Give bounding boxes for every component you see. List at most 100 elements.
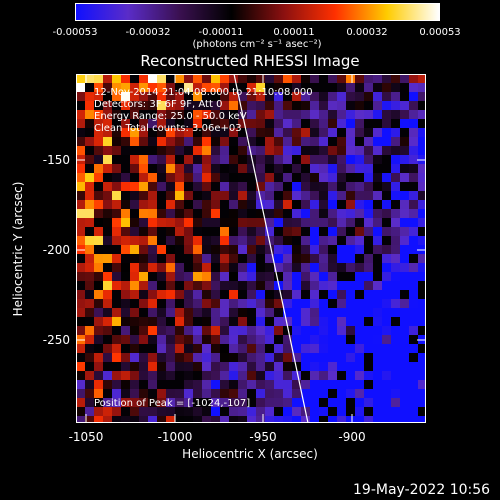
image-pixel bbox=[202, 272, 211, 281]
image-pixel bbox=[184, 299, 193, 308]
image-pixel bbox=[139, 335, 148, 344]
image-pixel bbox=[229, 209, 238, 218]
image-pixel bbox=[229, 407, 238, 416]
image-pixel bbox=[202, 164, 211, 173]
image-pixel bbox=[76, 263, 85, 272]
image-pixel bbox=[184, 74, 193, 83]
image-pixel bbox=[391, 191, 400, 200]
image-pixel bbox=[274, 182, 283, 191]
image-pixel bbox=[94, 245, 103, 254]
image-pixel bbox=[310, 137, 319, 146]
image-pixel bbox=[76, 290, 85, 299]
image-pixel bbox=[409, 407, 418, 416]
image-pixel bbox=[355, 416, 364, 423]
image-pixel bbox=[409, 191, 418, 200]
image-pixel bbox=[265, 155, 274, 164]
image-pixel bbox=[400, 218, 409, 227]
image-pixel bbox=[319, 299, 328, 308]
image-pixel bbox=[157, 299, 166, 308]
image-pixel bbox=[328, 218, 337, 227]
image-pixel bbox=[391, 335, 400, 344]
image-pixel bbox=[256, 344, 265, 353]
image-pixel bbox=[391, 371, 400, 380]
image-pixel bbox=[184, 326, 193, 335]
image-pixel bbox=[364, 263, 373, 272]
image-pixel bbox=[238, 83, 247, 92]
image-pixel bbox=[373, 371, 382, 380]
image-pixel bbox=[292, 191, 301, 200]
image-pixel bbox=[184, 209, 193, 218]
image-pixel bbox=[184, 245, 193, 254]
image-pixel bbox=[400, 164, 409, 173]
image-pixel bbox=[157, 227, 166, 236]
image-pixel bbox=[418, 146, 426, 155]
image-pixel bbox=[238, 371, 247, 380]
image-pixel bbox=[256, 317, 265, 326]
image-pixel bbox=[229, 218, 238, 227]
image-pixel bbox=[265, 371, 274, 380]
image-pixel bbox=[292, 74, 301, 83]
colorbar-tick-label: -0.00053 bbox=[52, 27, 98, 38]
image-pixel bbox=[364, 146, 373, 155]
image-pixel bbox=[121, 173, 130, 182]
image-pixel bbox=[220, 362, 229, 371]
image-pixel bbox=[400, 335, 409, 344]
image-pixel bbox=[247, 272, 256, 281]
image-pixel bbox=[175, 119, 184, 128]
image-pixel bbox=[328, 119, 337, 128]
image-pixel bbox=[346, 83, 355, 92]
image-pixel bbox=[76, 308, 85, 317]
image-pixel bbox=[94, 164, 103, 173]
image-pixel bbox=[346, 335, 355, 344]
image-pixel bbox=[319, 245, 328, 254]
image-pixel bbox=[382, 218, 391, 227]
image-pixel bbox=[220, 182, 229, 191]
image-pixel bbox=[301, 362, 310, 371]
image-pixel bbox=[247, 380, 256, 389]
image-pixel bbox=[148, 281, 157, 290]
image-pixel bbox=[130, 308, 139, 317]
image-pixel bbox=[292, 146, 301, 155]
image-pixel bbox=[418, 407, 426, 416]
image-pixel bbox=[274, 245, 283, 254]
image-pixel bbox=[220, 173, 229, 182]
image-pixel bbox=[247, 128, 256, 137]
image-pixel bbox=[283, 227, 292, 236]
image-pixel bbox=[85, 173, 94, 182]
image-pixel bbox=[301, 353, 310, 362]
image-pixel bbox=[256, 164, 265, 173]
image-pixel bbox=[355, 227, 364, 236]
image-pixel bbox=[220, 353, 229, 362]
image-pixel bbox=[409, 371, 418, 380]
image-pixel bbox=[148, 326, 157, 335]
image-pixel bbox=[85, 191, 94, 200]
image-pixel bbox=[337, 209, 346, 218]
image-pixel bbox=[148, 398, 157, 407]
image-pixel bbox=[265, 281, 274, 290]
image-pixel bbox=[346, 398, 355, 407]
image-pixel bbox=[130, 236, 139, 245]
image-pixel bbox=[220, 209, 229, 218]
image-pixel bbox=[238, 263, 247, 272]
image-pixel bbox=[256, 353, 265, 362]
image-pixel bbox=[301, 326, 310, 335]
image-pixel bbox=[373, 407, 382, 416]
image-pixel bbox=[139, 326, 148, 335]
image-pixel bbox=[391, 74, 400, 83]
image-pixel bbox=[310, 326, 319, 335]
image-pixel bbox=[220, 317, 229, 326]
image-pixel bbox=[193, 173, 202, 182]
image-pixel bbox=[130, 353, 139, 362]
image-pixel bbox=[184, 191, 193, 200]
image-pixel bbox=[346, 407, 355, 416]
image-pixel bbox=[283, 272, 292, 281]
image-pixel bbox=[211, 263, 220, 272]
image-pixel bbox=[391, 236, 400, 245]
image-pixel bbox=[130, 218, 139, 227]
image-pixel bbox=[400, 416, 409, 423]
image-pixel bbox=[247, 92, 256, 101]
image-pixel bbox=[130, 398, 139, 407]
image-pixel bbox=[310, 119, 319, 128]
image-pixel bbox=[229, 353, 238, 362]
image-pixel bbox=[283, 92, 292, 101]
